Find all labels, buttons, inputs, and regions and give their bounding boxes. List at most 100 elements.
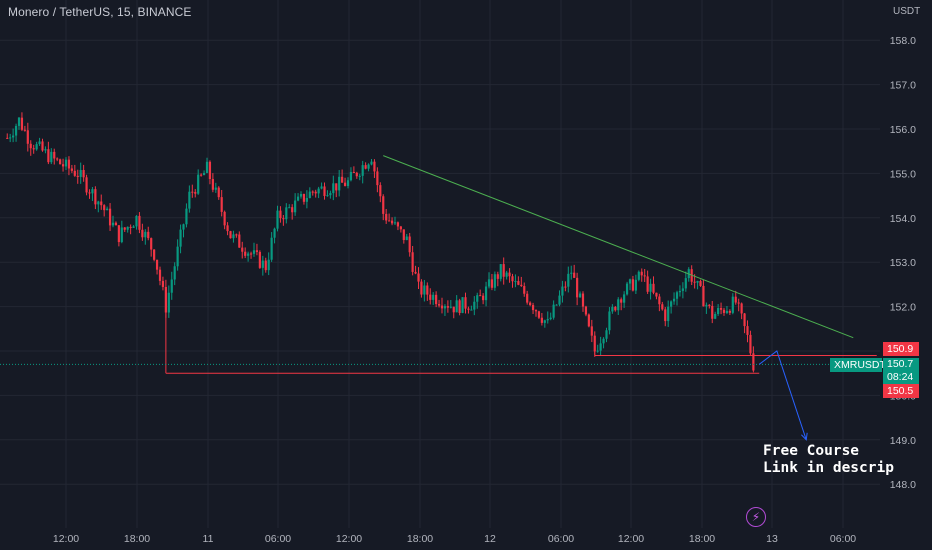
candle-body — [576, 277, 579, 298]
candle-body — [341, 176, 344, 183]
candle-body — [388, 220, 391, 222]
candle-body — [132, 226, 135, 228]
candle-body — [167, 292, 170, 313]
candle-body — [722, 309, 726, 313]
candle-body — [708, 304, 711, 306]
candle-body — [461, 297, 464, 313]
time-tick-label: 18:00 — [407, 533, 433, 545]
candle-body — [531, 305, 535, 311]
candle-body — [640, 271, 643, 276]
candle-body — [173, 266, 176, 280]
candle-body — [511, 276, 514, 282]
time-tick-label: 12:00 — [53, 533, 79, 545]
candle-body — [276, 210, 279, 229]
candle-body — [108, 208, 112, 226]
candle-body — [543, 320, 546, 323]
candle-body — [50, 151, 53, 163]
time-tick-label: 12:00 — [336, 533, 362, 545]
candle-body — [573, 272, 576, 278]
candle-body — [631, 279, 635, 291]
candle-body — [490, 279, 494, 288]
candle-body — [552, 304, 555, 318]
candle-body — [752, 353, 755, 371]
lightning-icon[interactable]: ⚡ — [746, 507, 766, 527]
candle-body — [97, 201, 100, 205]
candle-body — [35, 144, 38, 150]
candle-body — [355, 172, 358, 177]
candle-body — [17, 117, 21, 126]
candle-body — [70, 168, 73, 171]
candle-body — [332, 183, 335, 194]
candle-body — [702, 285, 705, 307]
candle-body — [623, 294, 626, 303]
candle-body — [502, 264, 505, 277]
candle-body — [91, 189, 94, 194]
candle-body — [628, 279, 632, 284]
price-tick-label: 149.0 — [890, 435, 916, 447]
candle-body — [285, 207, 288, 220]
candle-body — [617, 299, 620, 311]
candle-body — [514, 281, 517, 283]
bar-countdown: 08:24 — [887, 371, 914, 383]
candle-body — [678, 290, 682, 293]
candle-body — [564, 286, 567, 288]
candle-body — [320, 186, 323, 189]
time-tick-label: 12:00 — [618, 533, 644, 545]
candle-body — [241, 247, 244, 252]
candle-body — [373, 161, 376, 172]
currency-label: USDT — [893, 6, 921, 17]
candle-body — [308, 191, 311, 198]
chart-text-note[interactable]: Free Course Link in descrip — [763, 443, 923, 477]
price-tick-label: 154.0 — [890, 213, 916, 225]
candle-body — [584, 306, 588, 315]
candle-body — [329, 193, 332, 196]
candle-body — [126, 226, 129, 230]
candle-body — [749, 334, 752, 354]
candle-body — [634, 279, 637, 291]
candle-body — [561, 286, 564, 296]
candle-body — [423, 285, 426, 295]
candle-body — [446, 306, 449, 308]
candle-body — [482, 295, 485, 301]
candle-body — [26, 130, 29, 144]
candle-body — [467, 308, 470, 310]
candle-body — [367, 164, 370, 169]
time-tick-label: 06:00 — [265, 533, 291, 545]
candle-body — [664, 309, 667, 322]
candle-body — [429, 294, 432, 300]
candle-body — [737, 302, 740, 304]
candle-body — [226, 225, 229, 232]
candle-body — [675, 292, 679, 299]
candle-body — [270, 237, 273, 260]
time-tick-label: 12 — [484, 533, 496, 545]
symbol-title[interactable]: Monero / TetherUS, 15, BINANCE — [8, 5, 192, 19]
candle-body — [385, 213, 388, 221]
candle-body — [64, 159, 68, 167]
candle-body — [244, 251, 247, 256]
candle-body — [558, 295, 561, 305]
candle-body — [443, 306, 447, 309]
candle-body — [470, 309, 473, 311]
candle-body — [620, 299, 623, 303]
candle-body — [508, 272, 511, 277]
candle-body — [420, 281, 423, 295]
candle-body — [335, 183, 338, 191]
candle-body — [161, 280, 165, 287]
candle-body — [323, 186, 326, 196]
candle-body — [399, 226, 402, 230]
candle-body — [546, 319, 549, 321]
candle-body — [449, 306, 452, 308]
candle-body — [56, 158, 59, 160]
candle-body — [693, 281, 696, 283]
candle-body — [670, 301, 673, 307]
candle-body — [390, 220, 394, 224]
arrow-head — [801, 432, 808, 441]
candle-body — [614, 306, 617, 311]
candle-body — [655, 292, 658, 297]
candle-body — [20, 117, 24, 130]
candle-body — [699, 281, 702, 286]
candle-body — [53, 151, 56, 159]
candle-body — [376, 171, 379, 186]
candle-body — [658, 296, 661, 305]
candle-body — [153, 249, 156, 260]
